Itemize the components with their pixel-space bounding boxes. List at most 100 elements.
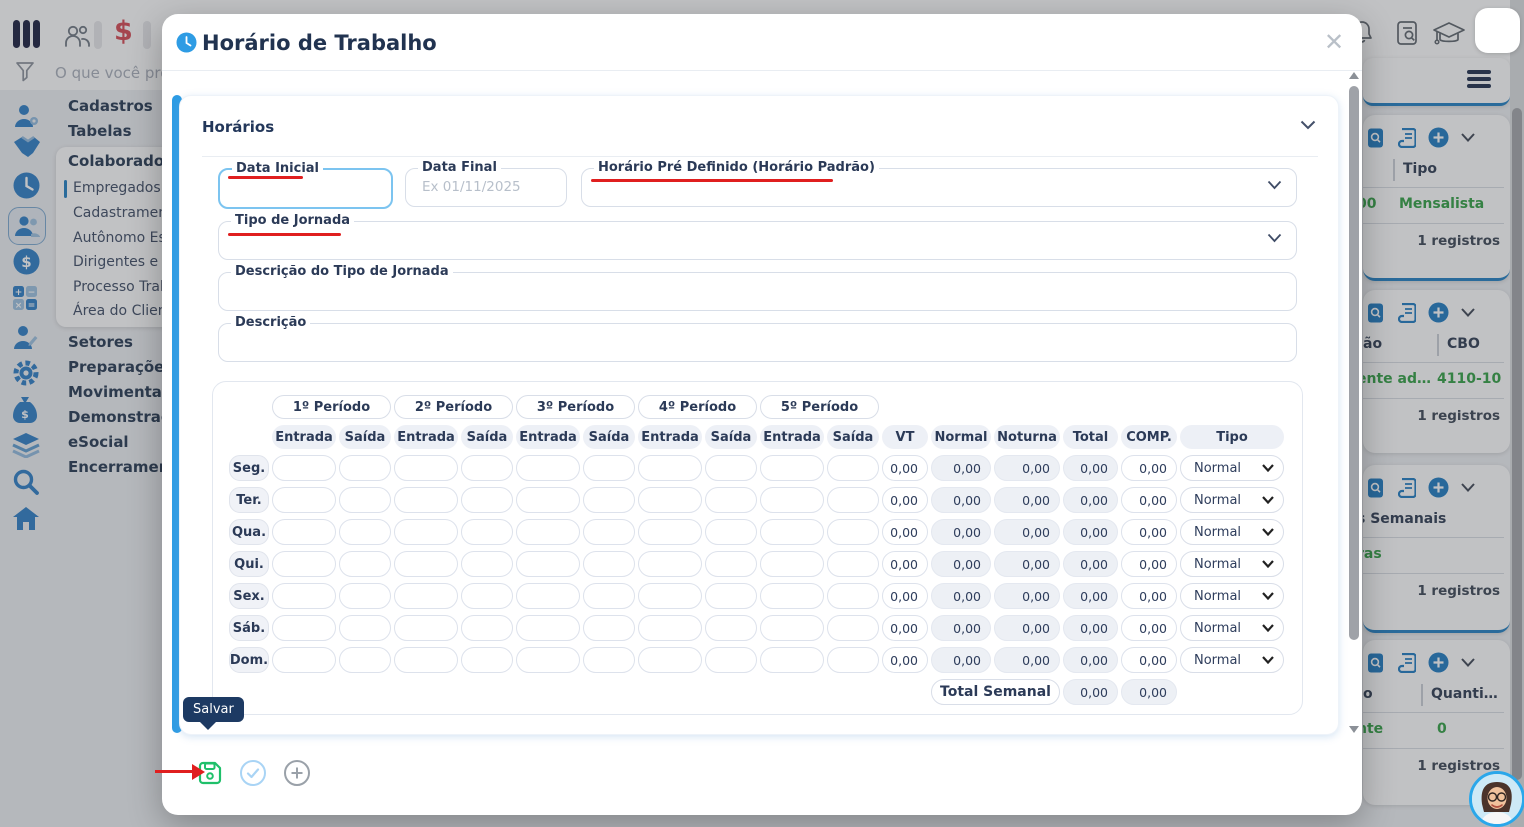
descricao-field[interactable]: Descrição [218, 315, 1297, 362]
time-input[interactable] [516, 519, 580, 545]
comp-input[interactable] [1121, 487, 1177, 513]
comp-input[interactable] [1121, 519, 1177, 545]
time-input[interactable] [516, 551, 580, 577]
calculator-icon[interactable]: + − × = [12, 285, 38, 311]
time-input[interactable] [705, 487, 757, 513]
time-input[interactable] [827, 647, 879, 673]
sidebar-item-autonomo[interactable]: Autônomo Esp [73, 230, 175, 246]
report-search-icon[interactable] [1367, 478, 1386, 498]
tipo-jornada-select[interactable]: Tipo de Jornada [218, 213, 1297, 260]
sidebar-item-encerramento[interactable]: Encerramento [68, 458, 187, 476]
time-input[interactable] [516, 583, 580, 609]
time-input[interactable] [705, 551, 757, 577]
graduation-cap-icon[interactable] [1432, 20, 1466, 48]
report-search-icon[interactable] [1367, 128, 1386, 148]
time-input[interactable] [583, 487, 635, 513]
time-input[interactable] [583, 647, 635, 673]
time-input[interactable] [638, 647, 702, 673]
add-plus-icon[interactable] [283, 759, 311, 787]
chevron-down-icon[interactable] [1461, 483, 1475, 492]
clock-icon[interactable] [12, 171, 41, 200]
employees-people-icon-selected[interactable] [8, 207, 46, 245]
time-input[interactable] [272, 487, 336, 513]
time-input[interactable] [638, 455, 702, 481]
vt-input[interactable] [882, 487, 928, 513]
time-input[interactable] [760, 551, 824, 577]
time-input[interactable] [583, 519, 635, 545]
user-avatar-placeholder[interactable] [1475, 8, 1520, 53]
time-input[interactable] [516, 455, 580, 481]
tipo-select[interactable]: Normal [1180, 455, 1284, 481]
time-input[interactable] [394, 615, 458, 641]
time-input[interactable] [827, 583, 879, 609]
vt-input[interactable] [882, 455, 928, 481]
horario-pre-definido-select[interactable]: Horário Pré Definido (Horário Padrão) [581, 160, 1297, 207]
confirm-check-icon[interactable] [239, 759, 267, 787]
time-input[interactable] [827, 615, 879, 641]
page-scrollbar[interactable] [1510, 0, 1524, 827]
time-input[interactable] [272, 583, 336, 609]
time-input[interactable] [638, 519, 702, 545]
time-input[interactable] [461, 455, 513, 481]
time-input[interactable] [461, 583, 513, 609]
money-bag-icon[interactable]: $ [12, 395, 38, 425]
descricao-tipo-jornada-field[interactable]: Descrição do Tipo de Jornada [218, 264, 1297, 311]
dollar-icon[interactable]: $ [114, 16, 133, 47]
sidebar-item-empregados[interactable]: Empregados [73, 180, 161, 196]
money-dollar-icon[interactable]: $ [12, 247, 41, 276]
time-input[interactable] [394, 455, 458, 481]
time-input[interactable] [394, 647, 458, 673]
sidebar-item-demonstracoes[interactable]: Demonstraçõ [68, 408, 181, 426]
time-input[interactable] [638, 487, 702, 513]
time-input[interactable] [461, 487, 513, 513]
time-input[interactable] [827, 455, 879, 481]
time-input[interactable] [760, 647, 824, 673]
comp-input[interactable] [1121, 455, 1177, 481]
layers-icon[interactable] [12, 432, 40, 458]
home-icon[interactable] [12, 506, 40, 532]
history-scroll-icon[interactable] [1398, 477, 1416, 498]
time-input[interactable] [638, 551, 702, 577]
sidebar-item-preparacoes[interactable]: Preparações [68, 358, 174, 376]
time-input[interactable] [461, 615, 513, 641]
time-input[interactable] [461, 519, 513, 545]
time-input[interactable] [516, 647, 580, 673]
time-input[interactable] [705, 583, 757, 609]
vt-input[interactable] [882, 551, 928, 577]
close-icon[interactable]: ✕ [1323, 28, 1345, 56]
chevron-down-icon[interactable] [1461, 658, 1475, 667]
time-input[interactable] [394, 583, 458, 609]
sidebar-item-colaboradores[interactable]: Colaboradore [68, 152, 182, 170]
chevron-down-icon[interactable] [1461, 133, 1475, 142]
modal-scrollbar[interactable] [1348, 72, 1360, 733]
sidebar-item-area-cliente[interactable]: Área do Client [73, 303, 173, 319]
sidebar-item-cadastros[interactable]: Cadastros [68, 97, 153, 115]
tipo-select[interactable]: Normal [1180, 519, 1284, 545]
comp-input[interactable] [1121, 647, 1177, 673]
time-input[interactable] [827, 519, 879, 545]
time-input[interactable] [638, 583, 702, 609]
person-edit-icon[interactable] [12, 323, 38, 351]
report-search-icon[interactable] [1367, 303, 1386, 323]
sidebar-item-tabelas[interactable]: Tabelas [68, 122, 132, 140]
scrollbar-thumb[interactable] [1349, 86, 1359, 640]
person-settings-icon[interactable] [12, 102, 40, 130]
time-input[interactable] [461, 551, 513, 577]
history-scroll-icon[interactable] [1398, 302, 1416, 323]
document-search-icon[interactable] [1395, 20, 1421, 46]
time-input[interactable] [272, 551, 336, 577]
time-input[interactable] [339, 583, 391, 609]
time-input[interactable] [394, 487, 458, 513]
tipo-select[interactable]: Normal [1180, 615, 1284, 641]
data-final-field[interactable]: Data Final [405, 160, 567, 207]
time-input[interactable] [339, 647, 391, 673]
time-input[interactable] [339, 551, 391, 577]
comp-input[interactable] [1121, 551, 1177, 577]
data-inicial-field[interactable]: Data Inicial [218, 161, 393, 209]
time-input[interactable] [827, 487, 879, 513]
time-input[interactable] [705, 647, 757, 673]
time-input[interactable] [827, 551, 879, 577]
time-input[interactable] [339, 615, 391, 641]
sidebar-item-processo[interactable]: Processo Trab [73, 279, 169, 295]
collapse-chevron-icon[interactable] [1300, 120, 1316, 130]
